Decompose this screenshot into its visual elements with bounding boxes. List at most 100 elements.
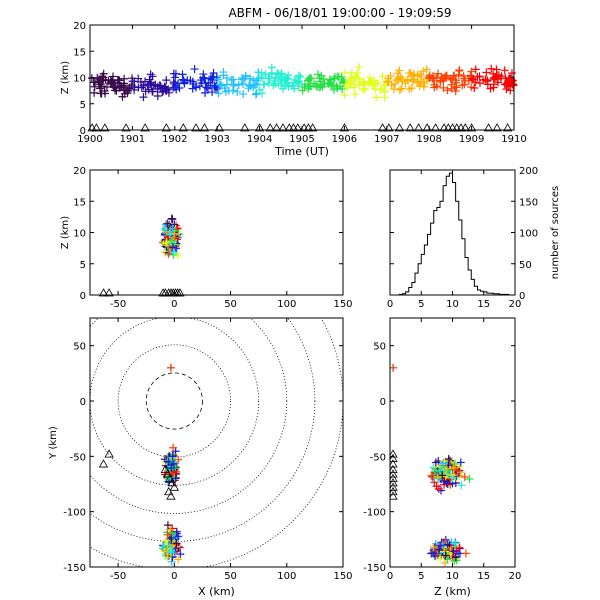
source-point: [174, 555, 183, 564]
source-point: [355, 81, 364, 90]
source-point: [401, 79, 410, 88]
plot-frame: [89, 169, 344, 296]
station-marker: [199, 123, 210, 132]
y-tick-label: 5: [80, 100, 86, 111]
source-point: [460, 74, 469, 83]
source-point: [214, 89, 223, 98]
station-marker: [390, 459, 398, 468]
y-tick-label: 50: [373, 342, 386, 353]
source-point: [222, 80, 231, 89]
station-marker: [390, 482, 398, 491]
y-tick-label: 10: [73, 229, 86, 240]
source-point: [502, 80, 511, 89]
range-ring: [90, 318, 343, 567]
source-point: [168, 524, 177, 533]
station-marker: [240, 123, 250, 132]
source-point: [435, 545, 444, 554]
source-point: [209, 68, 218, 77]
station-marker: [492, 123, 502, 132]
source-point: [163, 521, 172, 530]
station-marker: [165, 473, 175, 482]
source-point: [350, 80, 359, 89]
source-point: [162, 536, 171, 545]
source-point: [427, 471, 436, 480]
source-point: [439, 459, 448, 468]
source-point: [473, 73, 482, 82]
source-point: [429, 463, 438, 472]
source-point: [141, 77, 150, 86]
x-tick-label: 10: [446, 299, 459, 310]
source-point: [451, 87, 460, 96]
x-tick-label: -50: [110, 571, 126, 582]
source-point: [429, 543, 438, 552]
y-tick-label: 20: [73, 166, 86, 177]
station-marker: [140, 123, 150, 132]
station-marker: [483, 123, 494, 132]
source-point: [378, 72, 387, 81]
source-point: [413, 78, 422, 87]
source-point: [360, 84, 369, 93]
source-point: [108, 75, 117, 84]
source-point: [183, 76, 192, 85]
station-marker: [339, 123, 350, 132]
source-point: [279, 84, 288, 93]
y-tick-label: -100: [363, 508, 386, 519]
station-marker: [191, 123, 201, 132]
source-point: [397, 84, 406, 93]
source-point: [415, 70, 424, 79]
station-marker: [390, 464, 398, 474]
source-point: [449, 464, 458, 473]
source-point: [461, 549, 470, 558]
source-point: [234, 80, 243, 89]
x-tick-label: 5: [418, 299, 424, 310]
source-point: [338, 85, 347, 94]
source-point: [208, 88, 217, 97]
source-point: [255, 73, 264, 82]
source-point: [372, 93, 381, 102]
y-tick-label: -50: [70, 452, 86, 463]
station-marker: [164, 486, 174, 496]
source-point: [174, 455, 183, 464]
source-point: [273, 69, 282, 78]
source-point: [95, 84, 104, 93]
station-marker: [307, 123, 318, 132]
station-marker: [91, 123, 102, 132]
y-axis-label: Z (km): [60, 61, 71, 94]
station-marker: [390, 449, 398, 458]
source-point: [431, 458, 440, 467]
station-marker: [390, 473, 398, 482]
source-point: [489, 73, 498, 82]
source-point: [172, 527, 181, 536]
source-point: [139, 81, 148, 90]
source-point: [430, 467, 439, 476]
x-tick-label: 1908: [416, 134, 441, 145]
source-point: [137, 83, 146, 92]
source-point: [90, 88, 99, 97]
x-tick-label: 150: [333, 571, 352, 582]
station-marker: [430, 123, 441, 132]
source-point: [365, 73, 374, 82]
source-point: [330, 74, 339, 83]
source-point: [497, 72, 506, 81]
station-marker: [502, 123, 513, 132]
y-tick-label: 15: [73, 197, 86, 208]
y-tick-label: 50: [519, 260, 532, 271]
source-point: [475, 79, 484, 88]
source-point: [169, 443, 178, 452]
source-point: [384, 77, 393, 86]
time-height-panel: 1900 1901 1902 1903 1904 1905 1906 1907 1908 1909…: [60, 21, 527, 158]
range-ring: [90, 318, 288, 514]
source-point: [229, 81, 238, 90]
x-tick-label: 0: [171, 299, 177, 310]
plot-area: [390, 363, 474, 567]
source-point: [190, 65, 199, 74]
x-tick-label: 0: [387, 571, 393, 582]
source-point: [376, 85, 385, 94]
source-point: [171, 474, 180, 483]
source-point: [168, 541, 177, 550]
source-point: [491, 73, 500, 82]
x-tick-label: 15: [477, 299, 490, 310]
source-point: [340, 68, 349, 77]
station-marker: [390, 491, 398, 500]
